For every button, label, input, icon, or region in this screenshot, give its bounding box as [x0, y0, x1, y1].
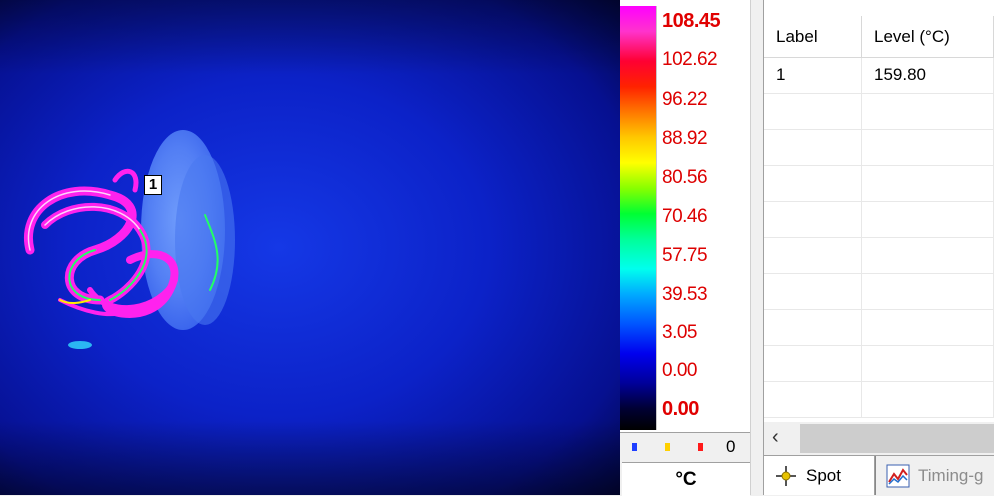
empty-cell: [862, 166, 994, 202]
empty-cell: [862, 382, 994, 418]
empty-cell: [764, 310, 862, 346]
empty-cell: [862, 310, 994, 346]
scale-label: 88.92: [662, 128, 708, 149]
empty-cell: [862, 238, 994, 274]
empty-cell: [764, 382, 862, 418]
scale-label: 80.56: [662, 167, 708, 188]
empty-cell: [862, 202, 994, 238]
empty-cell: [764, 166, 862, 202]
spot-marker-1[interactable]: 1: [144, 175, 162, 195]
empty-cell: [862, 274, 994, 310]
tab-spot[interactable]: Spot: [764, 456, 875, 495]
scale-label: 3.05: [662, 322, 697, 343]
scale-label-area: [656, 6, 749, 430]
yellow-alarm-swatch[interactable]: [665, 443, 670, 451]
cell-level[interactable]: 159.80: [862, 58, 994, 94]
crosshair-icon: [776, 465, 796, 486]
scale-label: 0.00: [662, 360, 697, 381]
scale-label: 102.62: [662, 49, 718, 70]
chevron-left-icon[interactable]: ‹: [772, 426, 779, 448]
cell-label[interactable]: 1: [764, 58, 862, 94]
empty-cell: [862, 130, 994, 166]
tab-spot-label: Spot: [806, 465, 841, 485]
temperature-unit[interactable]: °C: [622, 462, 750, 496]
horizontal-scrollbar[interactable]: ‹: [764, 422, 994, 455]
chart-icon: [886, 464, 910, 487]
scrollbar-thumb[interactable]: [800, 424, 994, 453]
scale-label-min: 0.00: [662, 398, 699, 420]
thermal-image: [0, 0, 620, 495]
column-header-level[interactable]: Level (°C): [862, 16, 994, 58]
empty-cell: [764, 274, 862, 310]
tab-bar: Spot Timing-g: [764, 455, 994, 496]
column-header-label[interactable]: Label: [764, 16, 862, 58]
alarm-count: 0: [726, 437, 736, 456]
measurement-table: Label Level (°C) 1 159.80: [764, 0, 994, 455]
tab-timing[interactable]: Timing-g: [875, 456, 994, 495]
color-scale-bar: [620, 6, 657, 430]
red-alarm-swatch[interactable]: [698, 443, 703, 451]
scale-label: 57.75: [662, 245, 708, 266]
scale-label: 70.46: [662, 206, 708, 227]
empty-cell: [764, 94, 862, 130]
empty-cell: [764, 202, 862, 238]
empty-cell: [764, 346, 862, 382]
blue-alarm-swatch[interactable]: [632, 443, 637, 451]
thermal-image-view[interactable]: 1: [0, 0, 620, 495]
empty-cell: [862, 346, 994, 382]
scale-label: 39.53: [662, 284, 708, 305]
tab-timing-label: Timing-g: [918, 465, 984, 485]
scale-label-max: 108.45: [662, 10, 721, 32]
hot-wires: [24, 168, 219, 318]
empty-cell: [764, 130, 862, 166]
empty-cell: [764, 238, 862, 274]
empty-cell: [862, 94, 994, 130]
panel-splitter[interactable]: [750, 0, 764, 495]
scale-label: 96.22: [662, 89, 708, 110]
